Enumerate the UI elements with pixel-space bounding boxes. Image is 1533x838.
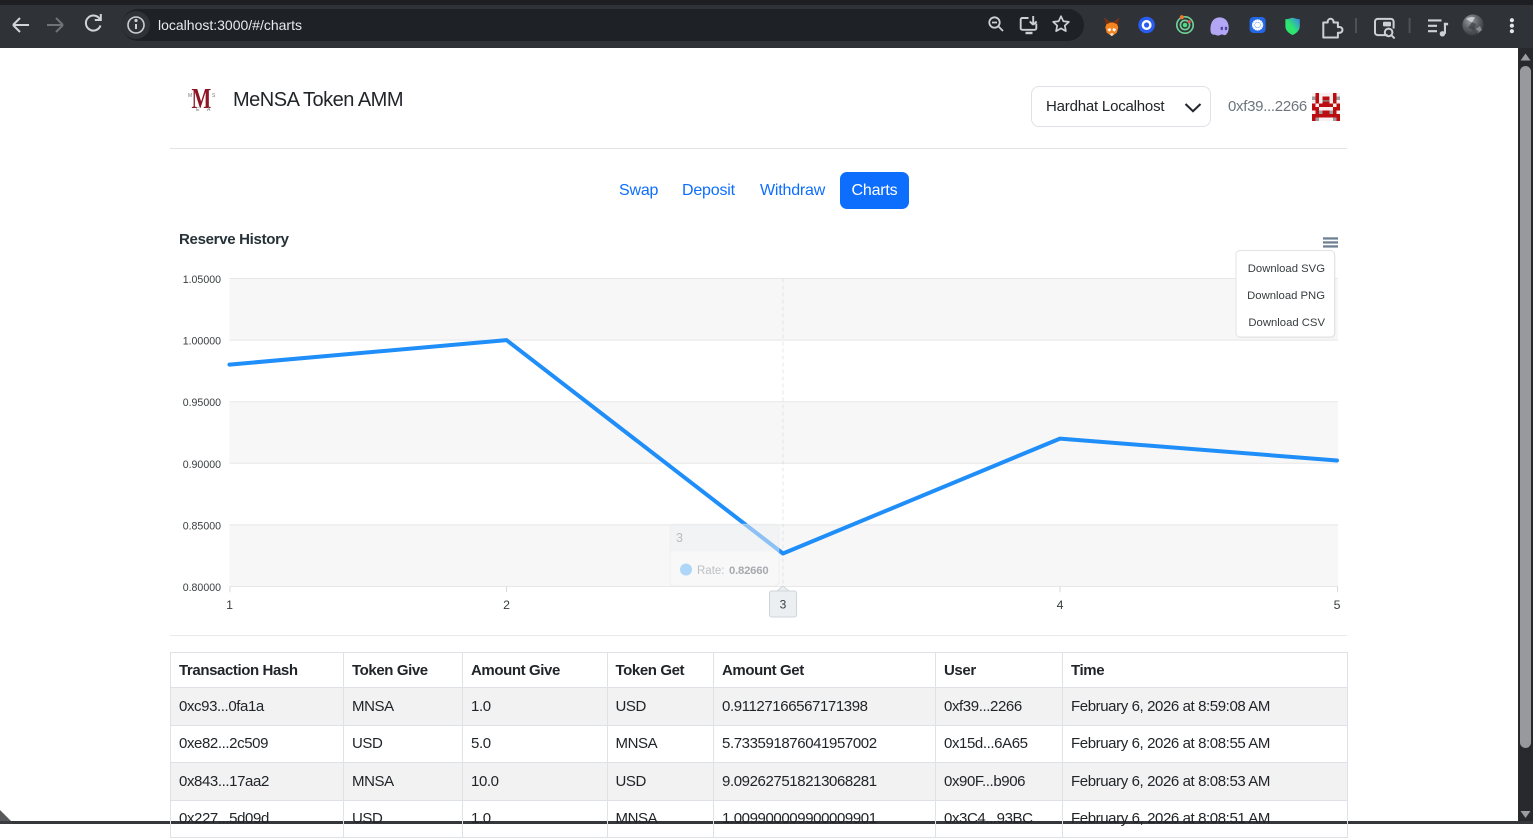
svg-text:1.05000: 1.05000 (183, 274, 221, 286)
svg-text:3: 3 (780, 598, 787, 612)
svg-text:A: A (207, 107, 211, 113)
svg-text:1: 1 (226, 598, 233, 612)
svg-text:4: 4 (1057, 598, 1064, 612)
svg-text:0.95000: 0.95000 (183, 397, 221, 409)
svg-text:0.90000: 0.90000 (183, 459, 221, 471)
svg-text:S: S (212, 93, 216, 99)
svg-text:0.82660: 0.82660 (729, 565, 768, 577)
svg-text:Download SVG: Download SVG (1248, 263, 1325, 275)
svg-text:Download CSV: Download CSV (1248, 317, 1325, 329)
svg-text:0.85000: 0.85000 (183, 520, 221, 532)
svg-text:E: E (196, 107, 200, 113)
svg-text:3: 3 (676, 531, 683, 545)
svg-text:1.00000: 1.00000 (183, 336, 221, 348)
svg-text:2: 2 (503, 598, 510, 612)
svg-text:5: 5 (1334, 598, 1341, 612)
svg-text:Rate:: Rate: (697, 565, 725, 577)
svg-text:M: M (188, 93, 192, 99)
svg-text:0.80000: 0.80000 (183, 582, 221, 594)
svg-text:M: M (192, 84, 212, 114)
svg-text:Download PNG: Download PNG (1247, 290, 1325, 302)
